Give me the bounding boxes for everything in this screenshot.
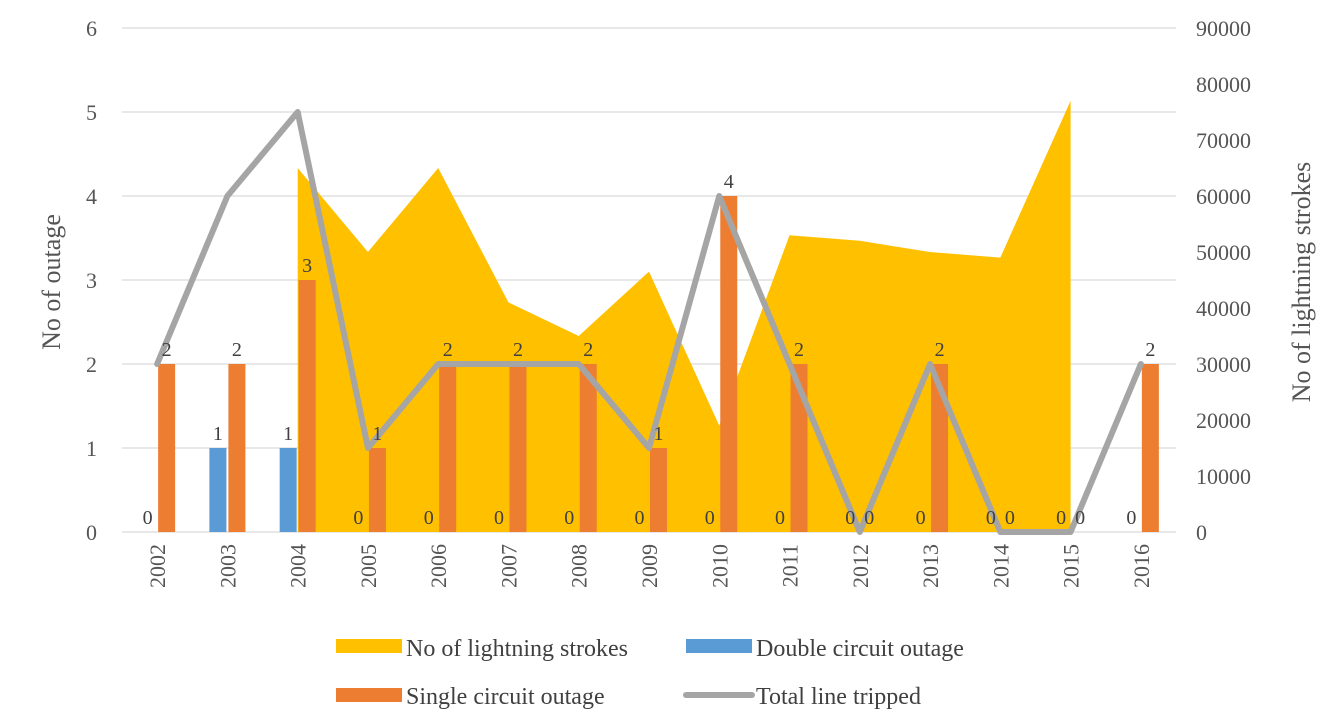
legend-label-lightning: No of lightning strokes <box>406 636 628 662</box>
legend-label-total: Total line tripped <box>756 684 921 710</box>
bar-single-circuit <box>579 364 597 532</box>
right-tick-label: 10000 <box>1196 464 1251 489</box>
x-tick-label: 2003 <box>215 544 240 588</box>
right-axis-title: No of lightning strokes <box>1287 162 1316 403</box>
x-tick-label: 2016 <box>1129 544 1154 588</box>
bar-layer <box>158 196 1159 532</box>
x-tick-label: 2009 <box>637 544 662 588</box>
data-label-double: 0 <box>143 507 153 529</box>
left-tick-label: 5 <box>86 100 97 125</box>
data-label-single: 2 <box>1145 339 1155 361</box>
left-tick-label: 1 <box>86 436 97 461</box>
right-axis-ticks: 0 10000 20000 30000 40000 50000 60000 70000 8000… <box>1196 16 1251 545</box>
right-tick-label: 70000 <box>1196 128 1251 153</box>
data-label-single: 4 <box>724 171 734 193</box>
right-tick-label: 50000 <box>1196 240 1251 265</box>
bar-single-circuit <box>509 364 527 532</box>
x-tick-label: 2002 <box>145 544 170 588</box>
x-tick-label: 2006 <box>426 544 451 588</box>
right-tick-label: 20000 <box>1196 408 1251 433</box>
x-tick-label: 2011 <box>778 544 803 587</box>
right-tick-label: 80000 <box>1196 72 1251 97</box>
data-label-double: 0 <box>845 507 855 529</box>
x-tick-label: 2015 <box>1059 544 1084 588</box>
line-layer <box>154 109 1144 535</box>
bar-single-circuit <box>368 448 386 532</box>
legend-swatch-single <box>336 688 402 702</box>
x-axis-ticks: 2002 2003 2004 2005 2006 2007 2008 2009 2010 2011… <box>145 544 1154 588</box>
data-label-single: 2 <box>443 339 453 361</box>
left-tick-label: 3 <box>86 268 97 293</box>
data-label-single: 1 <box>372 423 382 445</box>
right-tick-label: 90000 <box>1196 16 1251 41</box>
bar-single-circuit <box>650 448 667 532</box>
data-label-single: 0 <box>1005 507 1015 529</box>
data-label-double: 0 <box>353 507 363 529</box>
right-tick-label: 30000 <box>1196 352 1251 377</box>
data-label-single: 2 <box>513 339 523 361</box>
left-axis-title: No of outage <box>37 214 66 350</box>
bar-single-circuit <box>298 280 316 532</box>
data-label-double: 0 <box>564 507 574 529</box>
line-total-line-tripped <box>154 109 1144 535</box>
x-tick-label: 2013 <box>918 544 943 588</box>
left-tick-label: 4 <box>86 184 97 209</box>
bar-single-circuit <box>439 364 457 532</box>
data-label-single: 1 <box>654 423 664 445</box>
x-tick-label: 2005 <box>356 544 381 588</box>
area-lightning-strokes <box>297 100 1071 533</box>
data-label-single: 3 <box>302 255 312 277</box>
data-label-double: 1 <box>213 423 223 445</box>
x-tick-label: 2008 <box>567 544 592 588</box>
data-label-single: 2 <box>162 339 172 361</box>
legend-label-double: Double circuit outage <box>756 636 964 662</box>
data-label-double: 1 <box>283 423 293 445</box>
x-tick-label: 2010 <box>707 544 732 588</box>
data-label-double: 0 <box>635 507 645 529</box>
bar-double-circuit <box>279 448 297 532</box>
data-label-single: 2 <box>583 339 593 361</box>
data-label-single: 2 <box>232 339 242 361</box>
data-label-double: 0 <box>986 507 996 529</box>
bar-single-circuit <box>158 364 176 532</box>
bar-single-circuit <box>931 364 949 532</box>
right-tick-label: 60000 <box>1196 184 1251 209</box>
data-label-double: 0 <box>916 507 926 529</box>
x-tick-label: 2014 <box>988 544 1013 588</box>
data-label-single: 2 <box>794 339 804 361</box>
data-label-single: 0 <box>1075 507 1085 529</box>
data-label-double: 0 <box>705 507 715 529</box>
right-tick-label: 0 <box>1196 520 1207 545</box>
data-label-single: 0 <box>864 507 874 529</box>
x-tick-label: 2012 <box>848 544 873 588</box>
left-tick-label: 0 <box>86 520 97 545</box>
legend-label-single: Single circuit outage <box>406 684 605 710</box>
lightning-area-layer <box>297 100 1071 533</box>
right-tick-label: 40000 <box>1196 296 1251 321</box>
x-tick-label: 2004 <box>286 544 311 588</box>
legend-swatch-double <box>686 639 752 653</box>
legend: No of lightning strokes Double circuit o… <box>336 636 964 710</box>
legend-swatch-lightning <box>336 639 402 653</box>
data-label-double: 0 <box>424 507 434 529</box>
left-tick-label: 6 <box>86 16 97 41</box>
bar-double-circuit <box>209 448 227 532</box>
bar-single-circuit <box>1141 364 1159 532</box>
bar-single-circuit <box>720 196 738 532</box>
data-label-single: 2 <box>935 339 945 361</box>
data-label-double: 0 <box>775 507 785 529</box>
data-label-double: 0 <box>494 507 504 529</box>
left-axis-ticks: 0 1 2 3 4 5 6 <box>86 16 97 545</box>
data-label-double: 0 <box>1126 507 1136 529</box>
x-tick-label: 2007 <box>496 544 521 588</box>
left-tick-label: 2 <box>86 352 97 377</box>
bar-single-circuit <box>228 364 246 532</box>
bar-single-circuit <box>790 364 808 532</box>
data-label-double: 0 <box>1056 507 1066 529</box>
